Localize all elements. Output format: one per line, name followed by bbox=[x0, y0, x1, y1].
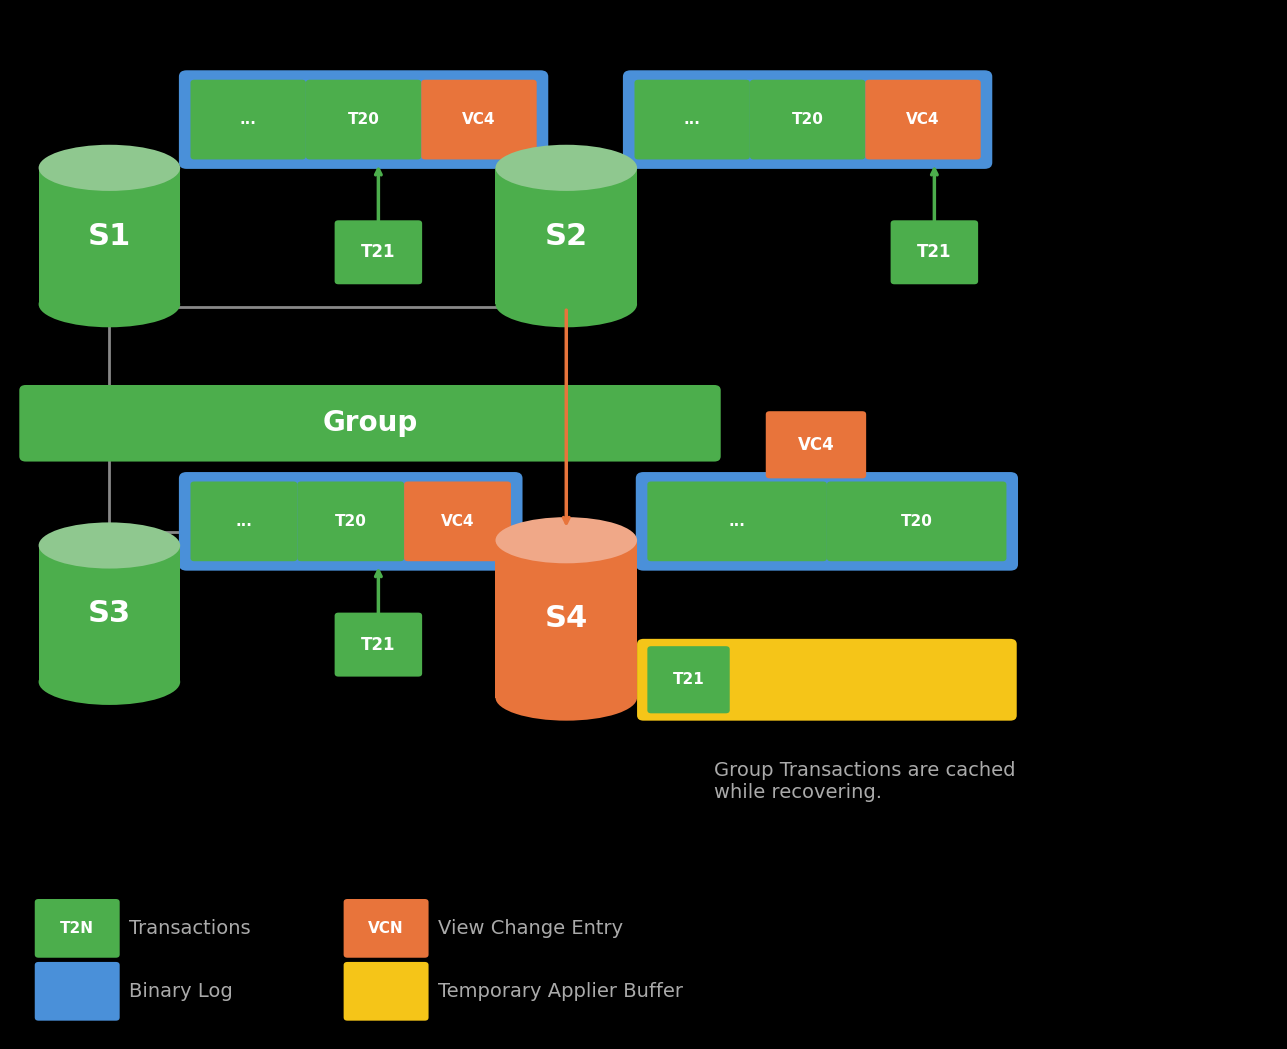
Text: T21: T21 bbox=[918, 243, 951, 261]
FancyBboxPatch shape bbox=[647, 481, 826, 561]
Text: T20: T20 bbox=[792, 112, 824, 127]
FancyBboxPatch shape bbox=[344, 962, 429, 1021]
Text: S2: S2 bbox=[544, 221, 588, 251]
FancyBboxPatch shape bbox=[297, 481, 404, 561]
Ellipse shape bbox=[39, 145, 180, 191]
Bar bbox=[39, 168, 180, 304]
FancyBboxPatch shape bbox=[190, 80, 306, 159]
Text: Transactions: Transactions bbox=[129, 919, 251, 938]
FancyBboxPatch shape bbox=[344, 899, 429, 958]
Ellipse shape bbox=[495, 675, 637, 721]
Text: ...: ... bbox=[683, 112, 700, 127]
Text: S1: S1 bbox=[88, 221, 131, 251]
Ellipse shape bbox=[495, 281, 637, 327]
Bar bbox=[495, 168, 637, 304]
Text: ...: ... bbox=[236, 514, 252, 529]
Text: T20: T20 bbox=[335, 514, 367, 529]
Text: VCN: VCN bbox=[368, 921, 404, 936]
FancyBboxPatch shape bbox=[865, 80, 981, 159]
Text: T21: T21 bbox=[673, 672, 704, 687]
FancyBboxPatch shape bbox=[335, 220, 422, 284]
Text: S4: S4 bbox=[544, 604, 588, 634]
FancyBboxPatch shape bbox=[179, 70, 548, 169]
Text: Binary Log: Binary Log bbox=[129, 982, 233, 1001]
FancyBboxPatch shape bbox=[636, 472, 1018, 571]
Text: T21: T21 bbox=[362, 636, 395, 654]
Ellipse shape bbox=[495, 145, 637, 191]
Ellipse shape bbox=[495, 517, 637, 563]
Ellipse shape bbox=[39, 281, 180, 327]
FancyBboxPatch shape bbox=[647, 646, 730, 713]
FancyBboxPatch shape bbox=[750, 80, 865, 159]
FancyBboxPatch shape bbox=[35, 899, 120, 958]
FancyBboxPatch shape bbox=[190, 481, 297, 561]
FancyBboxPatch shape bbox=[404, 481, 511, 561]
Text: T20: T20 bbox=[901, 514, 933, 529]
Text: View Change Entry: View Change Entry bbox=[438, 919, 623, 938]
FancyBboxPatch shape bbox=[421, 80, 537, 159]
FancyBboxPatch shape bbox=[335, 613, 422, 677]
FancyBboxPatch shape bbox=[891, 220, 978, 284]
Text: VC4: VC4 bbox=[462, 112, 495, 127]
Ellipse shape bbox=[39, 659, 180, 705]
Text: Group: Group bbox=[322, 409, 418, 437]
FancyBboxPatch shape bbox=[179, 472, 523, 571]
FancyBboxPatch shape bbox=[623, 70, 992, 169]
Text: Temporary Applier Buffer: Temporary Applier Buffer bbox=[438, 982, 682, 1001]
Text: S3: S3 bbox=[88, 599, 131, 628]
Bar bbox=[39, 545, 180, 682]
Text: VC4: VC4 bbox=[906, 112, 940, 127]
FancyBboxPatch shape bbox=[766, 411, 866, 478]
FancyBboxPatch shape bbox=[637, 639, 1017, 721]
Text: VC4: VC4 bbox=[440, 514, 475, 529]
FancyBboxPatch shape bbox=[306, 80, 421, 159]
Ellipse shape bbox=[39, 522, 180, 569]
Bar bbox=[495, 540, 637, 698]
Text: VC4: VC4 bbox=[798, 435, 834, 454]
Text: T20: T20 bbox=[347, 112, 380, 127]
FancyBboxPatch shape bbox=[826, 481, 1006, 561]
Text: ...: ... bbox=[728, 514, 745, 529]
Text: T21: T21 bbox=[362, 243, 395, 261]
FancyBboxPatch shape bbox=[634, 80, 750, 159]
FancyBboxPatch shape bbox=[19, 385, 721, 462]
Text: Group Transactions are cached
while recovering.: Group Transactions are cached while reco… bbox=[714, 761, 1015, 801]
Text: T2N: T2N bbox=[60, 921, 94, 936]
Text: ...: ... bbox=[239, 112, 256, 127]
FancyBboxPatch shape bbox=[35, 962, 120, 1021]
